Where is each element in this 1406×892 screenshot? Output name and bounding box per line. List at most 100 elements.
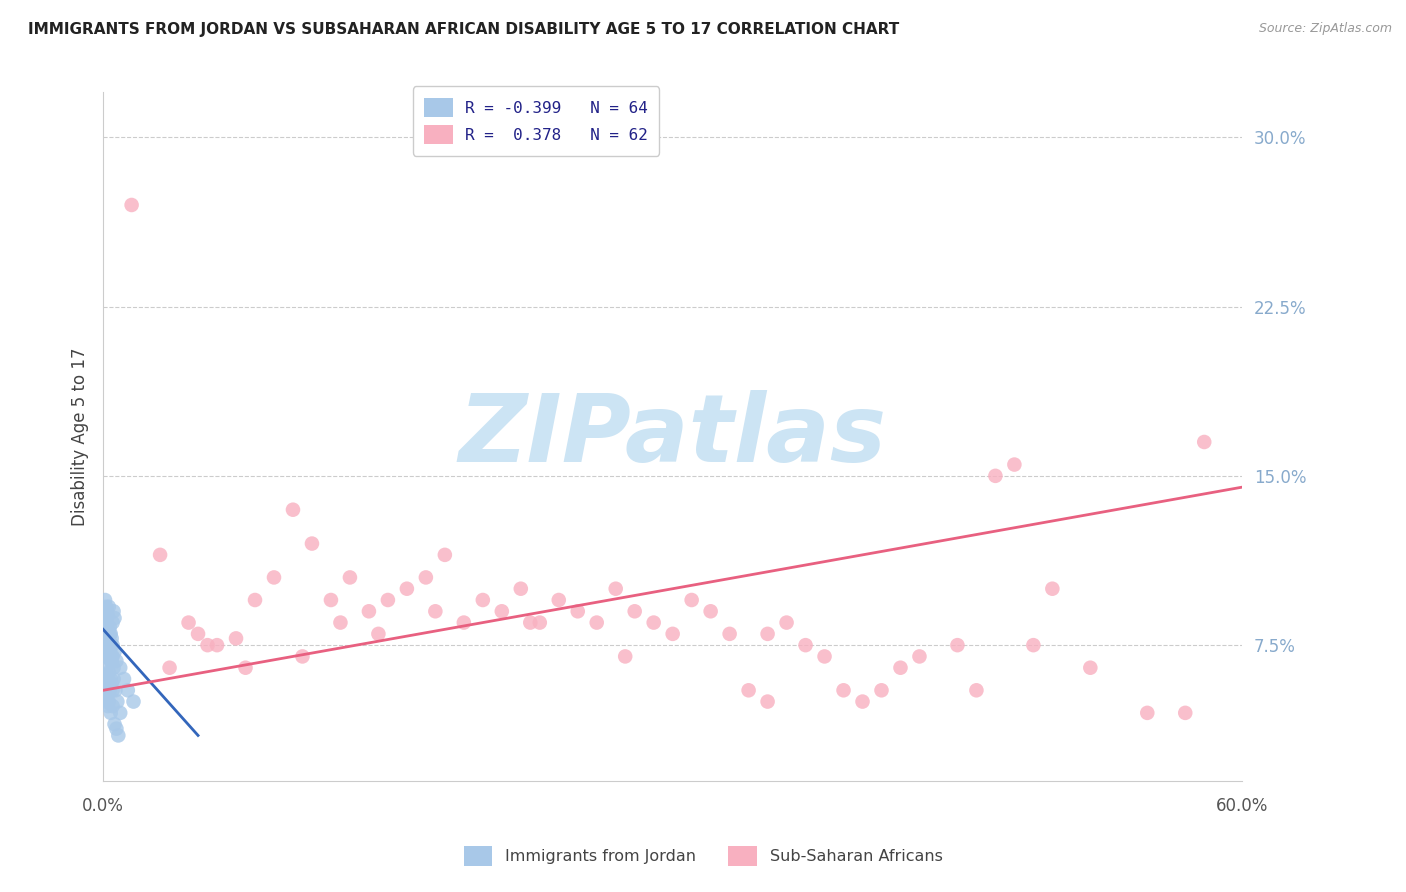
Point [96,632,118,646]
Point [585,615,607,630]
Point [96,667,118,681]
Point [97,638,120,652]
Point [471,593,494,607]
Point [94,695,117,709]
Point [737,683,759,698]
Point [614,649,637,664]
Point [96,690,118,704]
Legend: R = -0.399   N = 64, R =  0.378   N = 62: R = -0.399 N = 64, R = 0.378 N = 62 [412,87,659,155]
Point [946,638,969,652]
Point [623,604,645,618]
Text: Source: ZipAtlas.com: Source: ZipAtlas.com [1258,22,1392,36]
Point [117,683,139,698]
Point [395,582,418,596]
Point [97,608,120,623]
Point [97,623,120,637]
Point [187,627,209,641]
Point [94,593,117,607]
Point [367,627,389,641]
Point [661,627,683,641]
Point [205,638,228,652]
Point [94,649,117,664]
Point [339,570,361,584]
Point [98,683,121,698]
Point [100,654,122,668]
Point [832,683,855,698]
Point [98,620,121,634]
Point [100,676,122,690]
Point [756,695,779,709]
Point [415,570,437,584]
Point [103,604,125,618]
Point [105,654,128,668]
Point [870,683,893,698]
Point [243,593,266,607]
Point [122,695,145,709]
Point [103,672,125,686]
Point [94,683,117,698]
Point [281,502,304,516]
Point [794,638,817,652]
Point [718,627,741,641]
Point [94,604,117,618]
Point [425,604,447,618]
Point [100,649,122,664]
Point [107,728,129,742]
Point [97,676,120,690]
Point [889,661,911,675]
Point [94,615,117,630]
Point [319,593,342,607]
Point [851,695,873,709]
Point [301,536,323,550]
Point [104,683,127,698]
Point [98,638,121,652]
Point [377,593,399,607]
Point [291,649,314,664]
Point [98,627,121,641]
Y-axis label: Disability Age 5 to 17: Disability Age 5 to 17 [72,347,89,525]
Point [433,548,456,562]
Point [263,570,285,584]
Point [509,582,531,596]
Point [1078,661,1101,675]
Point [100,654,122,668]
Point [112,672,135,686]
Point [547,593,569,607]
Point [101,649,124,664]
Point [96,604,118,618]
Point [96,615,118,630]
Point [103,611,125,625]
Point [110,706,132,720]
Point [97,665,120,680]
Point [149,548,172,562]
Point [813,649,835,664]
Point [100,672,122,686]
Point [98,649,121,664]
Point [105,722,128,736]
Point [984,468,1007,483]
Point [177,615,200,630]
Point [1040,582,1063,596]
Point [775,615,797,630]
Point [965,683,987,698]
Point [97,599,120,614]
Point [96,638,118,652]
Point [1136,706,1159,720]
Point [197,638,219,652]
Point [100,632,122,646]
Point [97,632,120,646]
Point [98,642,121,657]
Point [681,593,703,607]
Point [105,695,128,709]
Point [103,717,125,731]
Point [225,632,247,646]
Point [97,632,120,646]
Point [101,615,124,630]
Point [519,615,541,630]
Point [103,645,125,659]
Point [110,661,132,675]
Point [453,615,475,630]
Text: ZIPatlas: ZIPatlas [458,391,887,483]
Point [235,661,257,675]
Point [94,672,117,686]
